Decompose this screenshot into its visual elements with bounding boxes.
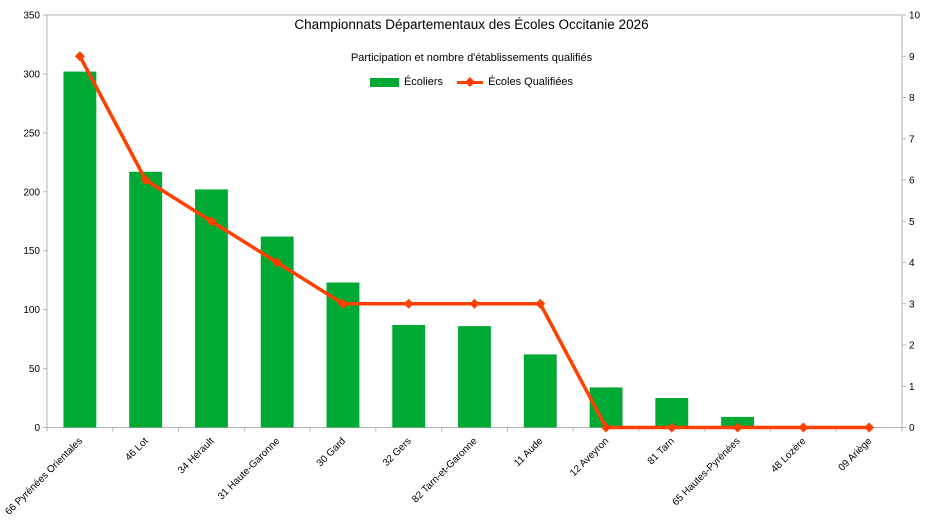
left-axis-tick-label: 0 (34, 423, 40, 434)
left-axis-tick-label: 150 (23, 246, 40, 257)
bar-82 Tarn-et-Garonne (458, 326, 491, 428)
right-axis-tick-label: 1 (909, 382, 915, 393)
x-axis-label: 66 Pyrénées Orientales (3, 436, 85, 518)
x-axis-label: 48 Lozère (769, 436, 809, 476)
legend-label-ecoles-qualifiees: Écoles Qualifiées (488, 76, 574, 88)
right-axis-tick-label: 2 (909, 341, 915, 352)
right-axis-tick-label: 4 (909, 258, 915, 269)
right-axis-tick-label: 0 (909, 423, 915, 434)
x-axis-label: 34 Hérault (176, 436, 217, 477)
line-point-82 Tarn-et-Garonne (469, 298, 480, 309)
x-axis-label: 11 Aude (512, 436, 546, 470)
x-axis-label: 82 Tarn-et-Garonne (410, 436, 480, 506)
left-axis-tick-label: 50 (29, 364, 41, 375)
left-axis-tick-label: 250 (23, 128, 40, 139)
right-axis-tick-label: 10 (909, 11, 921, 22)
x-axis-label: 12 Aveyron (568, 436, 611, 479)
bar-32 Gers (392, 324, 426, 428)
x-axis-label: 09 Ariège (837, 436, 875, 474)
left-axis-tick-label: 200 (23, 187, 40, 198)
bar-11 Aude (523, 354, 557, 428)
line-point-12 Aveyron (601, 422, 612, 433)
chart-subtitle: Participation et nombre d'établissements… (350, 52, 593, 64)
right-axis-tick-label: 7 (909, 134, 915, 145)
legend-item-ecoliers: Écoliers (369, 76, 444, 88)
line-point-81 Tarn (666, 422, 677, 433)
diamond-marker-icon (465, 77, 476, 87)
chart-legend: Écoliers Écoles Qualifiées (0, 76, 943, 88)
bar-66 Pyrénées Orientales (63, 71, 97, 428)
line-point-30 Gard (337, 298, 348, 309)
x-axis-label: 81 Tarn (646, 436, 677, 467)
line-point-48 Lozère (798, 422, 809, 433)
line-point-66 Pyrénées Orientales (74, 51, 85, 62)
line-point-34 Hérault (206, 216, 217, 227)
x-axis-label: 30 Gard (315, 436, 348, 469)
x-axis-label: 32 Gers (381, 436, 414, 469)
legend-label-ecoliers: Écoliers (403, 76, 444, 88)
line-point-11 Aude (535, 298, 546, 309)
line-swatch-icon (457, 77, 484, 87)
left-axis-tick-label: 350 (23, 11, 40, 22)
bar-46 Lot (129, 171, 163, 428)
x-axis-label: 31 Haute-Garonne (216, 436, 283, 503)
right-axis-tick-label: 3 (909, 299, 915, 310)
right-axis-tick-label: 9 (909, 52, 915, 63)
bar-65 Hautes-Pyrénées (721, 416, 755, 428)
right-axis-tick-label: 8 (909, 93, 915, 104)
right-axis-tick-label: 6 (909, 176, 915, 187)
line-point-31 Haute-Garonne (272, 257, 283, 268)
line-point-65 Hautes-Pyrénées (732, 422, 743, 433)
bar-swatch-icon (369, 77, 399, 87)
x-axis-label: 46 Lot (123, 436, 151, 464)
left-axis-tick-label: 100 (23, 305, 40, 316)
legend-item-ecoles-qualifiees: Écoles Qualifiées (457, 76, 573, 88)
left-axis-tick-label: 300 (23, 69, 40, 80)
right-axis-tick-label: 5 (909, 217, 915, 228)
x-axis-label: 65 Hautes-Pyrénées (670, 436, 742, 508)
chart-title: Championnats Départementaux des Écoles O… (294, 17, 649, 32)
line-point-09 Ariège (864, 422, 875, 433)
line-point-46 Lot (140, 175, 151, 185)
line-point-32 Gers (403, 298, 414, 309)
